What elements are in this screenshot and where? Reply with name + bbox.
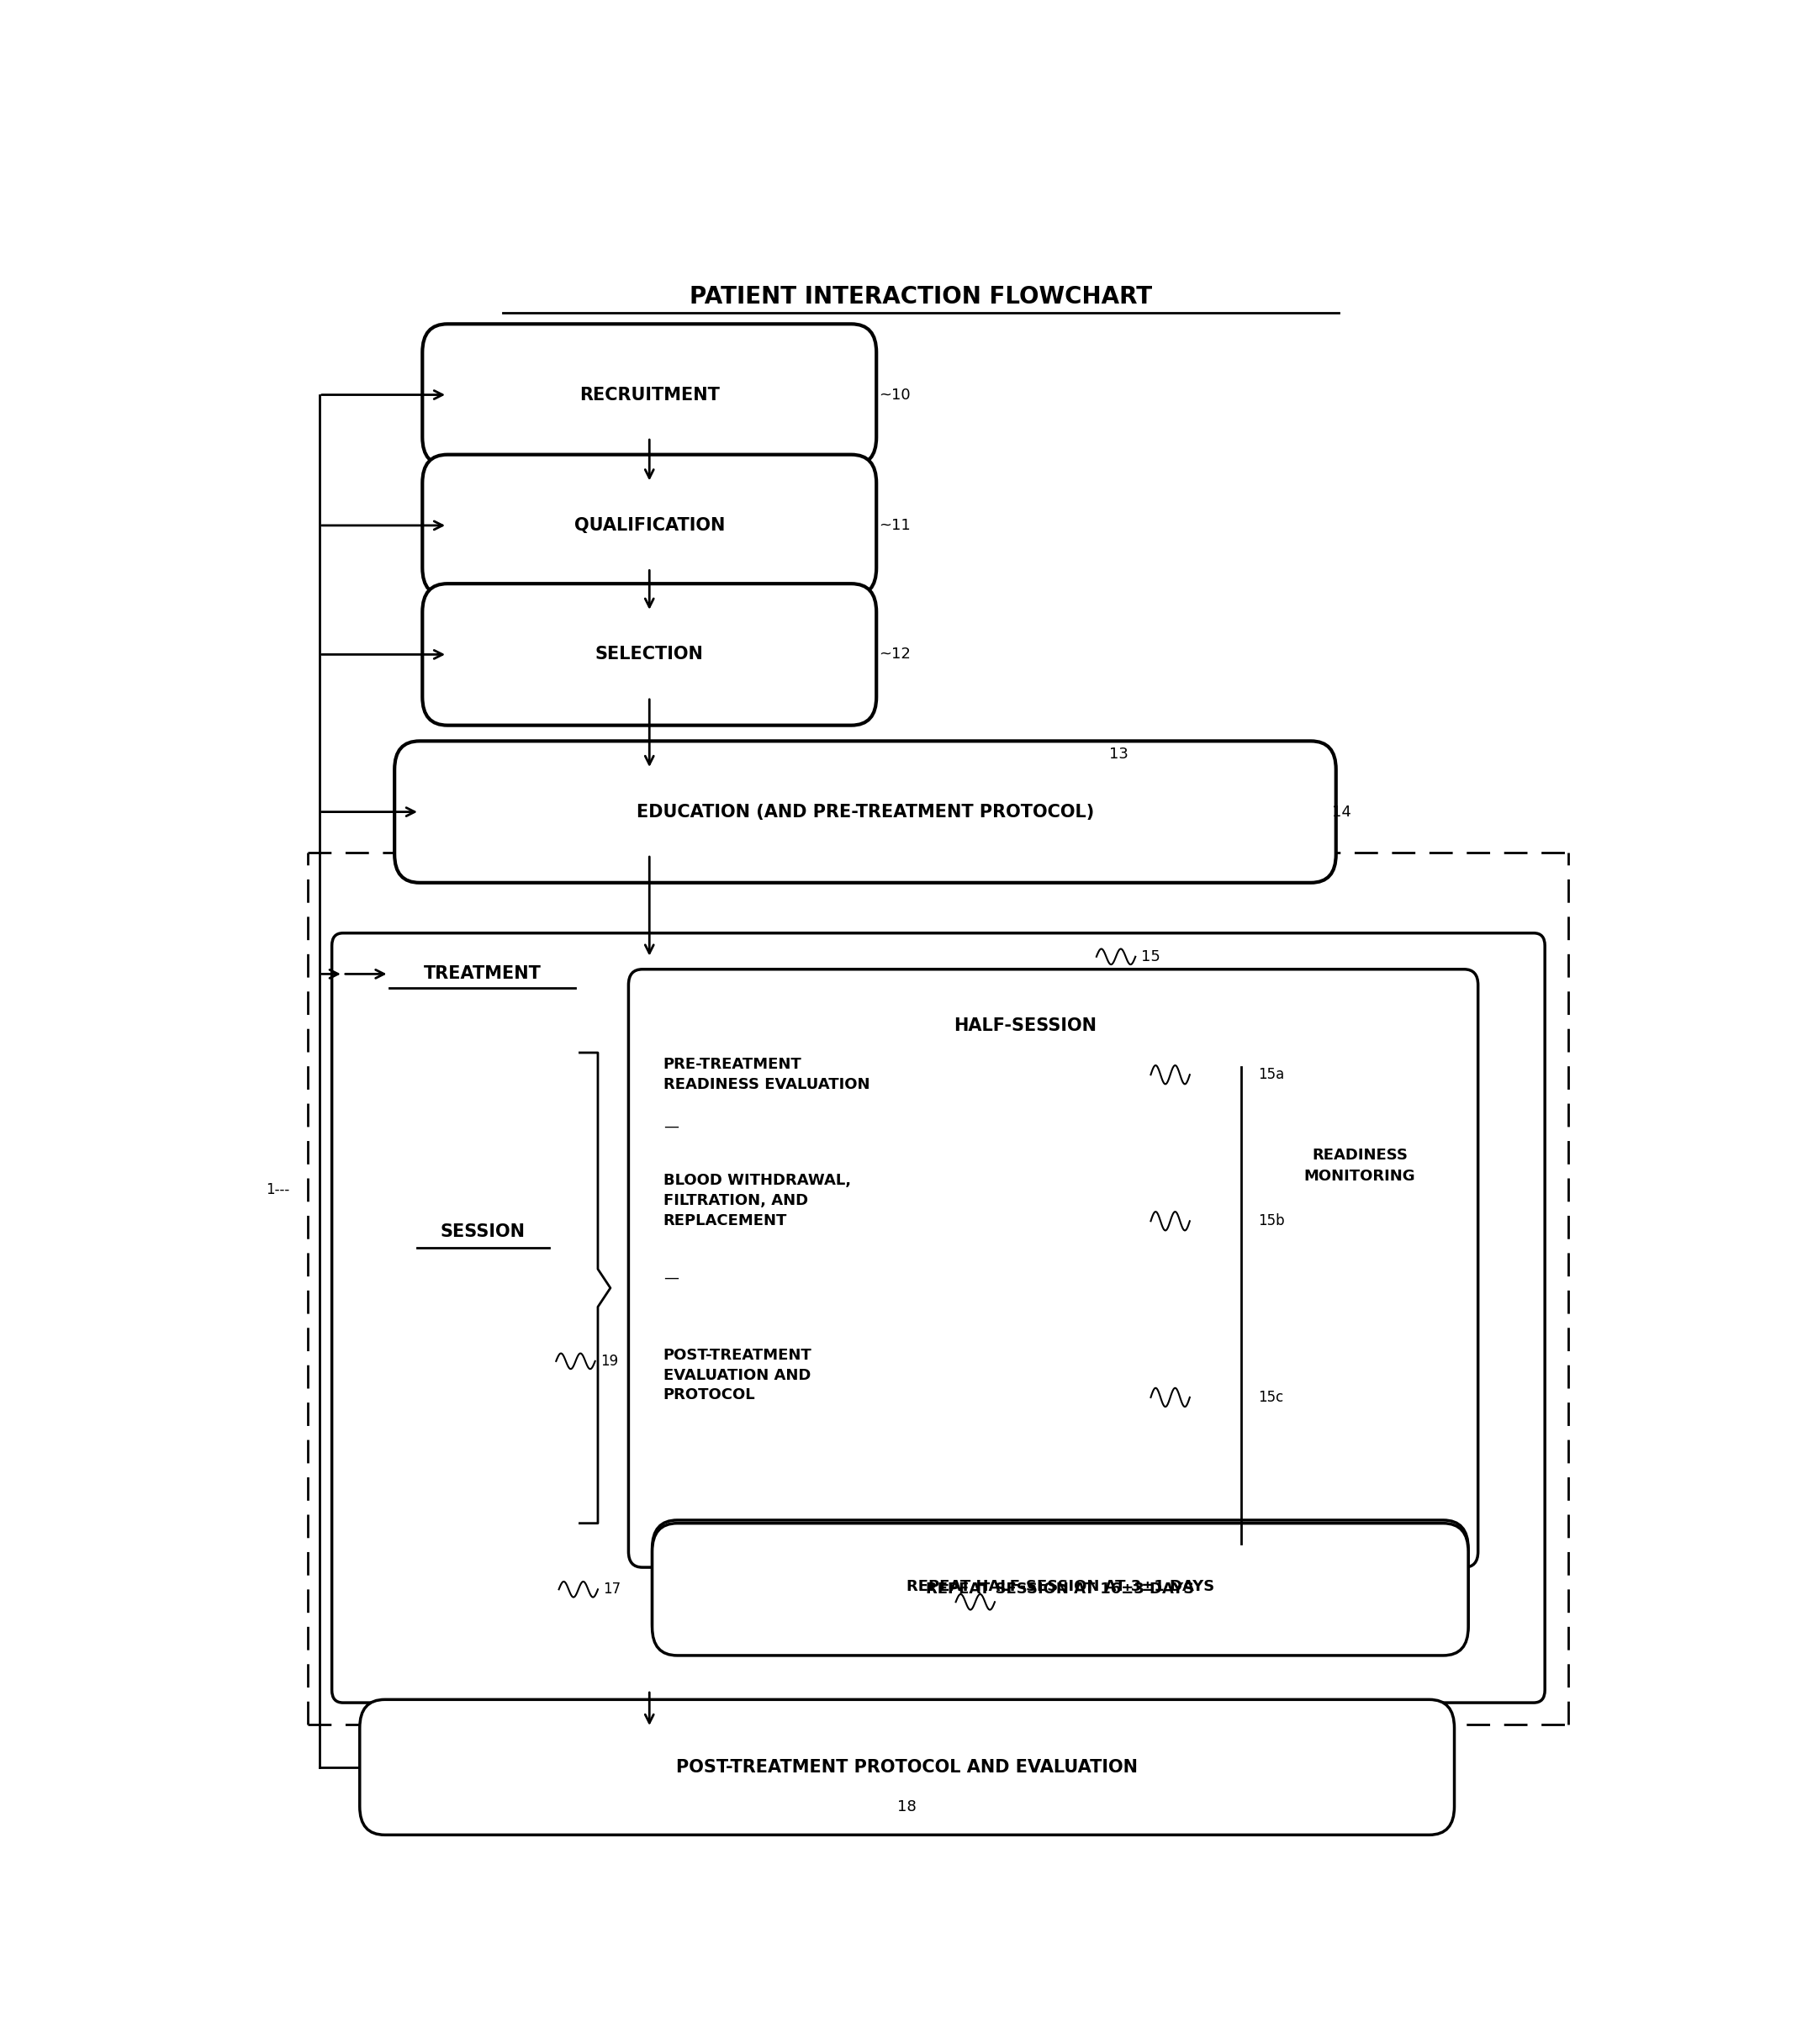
- Text: ~10: ~10: [879, 386, 911, 403]
- Text: READINESS
MONITORING: READINESS MONITORING: [1305, 1149, 1416, 1183]
- FancyBboxPatch shape: [395, 742, 1335, 883]
- Text: 19: 19: [600, 1353, 618, 1369]
- Text: ~12: ~12: [879, 646, 911, 662]
- Text: HALF-SESSION: HALF-SESSION: [954, 1018, 1096, 1034]
- Text: —: —: [663, 1269, 679, 1286]
- Text: 1---: 1---: [266, 1181, 289, 1198]
- Text: POST-TREATMENT
EVALUATION AND
PROTOCOL: POST-TREATMENT EVALUATION AND PROTOCOL: [663, 1347, 812, 1402]
- FancyBboxPatch shape: [422, 454, 877, 597]
- Text: 15a: 15a: [1258, 1067, 1285, 1081]
- FancyBboxPatch shape: [422, 323, 877, 466]
- Text: SELECTION: SELECTION: [595, 646, 704, 662]
- FancyBboxPatch shape: [422, 585, 877, 726]
- Text: REPEAT SESSION AT 16±3 DAYS: REPEAT SESSION AT 16±3 DAYS: [925, 1582, 1195, 1596]
- Text: 18: 18: [897, 1799, 916, 1815]
- FancyBboxPatch shape: [652, 1521, 1468, 1652]
- Text: —: —: [663, 1118, 679, 1134]
- Text: QUALIFICATION: QUALIFICATION: [573, 517, 724, 533]
- Text: TREATMENT: TREATMENT: [424, 965, 541, 983]
- Text: 15: 15: [1141, 948, 1161, 965]
- Text: 15c: 15c: [1258, 1390, 1283, 1404]
- Text: 15b: 15b: [1258, 1214, 1285, 1228]
- Text: SESSION: SESSION: [440, 1224, 525, 1241]
- FancyBboxPatch shape: [652, 1523, 1468, 1656]
- Text: PRE-TREATMENT
READINESS EVALUATION: PRE-TREATMENT READINESS EVALUATION: [663, 1057, 870, 1091]
- Text: BLOOD WITHDRAWAL,
FILTRATION, AND
REPLACEMENT: BLOOD WITHDRAWAL, FILTRATION, AND REPLAC…: [663, 1173, 852, 1228]
- Text: 17: 17: [604, 1582, 622, 1596]
- Text: POST-TREATMENT PROTOCOL AND EVALUATION: POST-TREATMENT PROTOCOL AND EVALUATION: [676, 1758, 1138, 1776]
- Text: RECRUITMENT: RECRUITMENT: [579, 386, 719, 403]
- Text: REPEAT HALF-SESSION AT 3±1 DAYS: REPEAT HALF-SESSION AT 3±1 DAYS: [906, 1578, 1215, 1594]
- Text: 16: 16: [1001, 1594, 1019, 1609]
- FancyBboxPatch shape: [629, 969, 1479, 1568]
- Text: 14: 14: [1332, 803, 1351, 820]
- Text: PATIENT INTERACTION FLOWCHART: PATIENT INTERACTION FLOWCHART: [690, 286, 1152, 309]
- FancyBboxPatch shape: [359, 1699, 1454, 1836]
- Text: 13: 13: [1109, 746, 1129, 762]
- FancyBboxPatch shape: [332, 932, 1545, 1703]
- Text: ~11: ~11: [879, 517, 911, 533]
- Text: EDUCATION (AND PRE-TREATMENT PROTOCOL): EDUCATION (AND PRE-TREATMENT PROTOCOL): [636, 803, 1094, 820]
